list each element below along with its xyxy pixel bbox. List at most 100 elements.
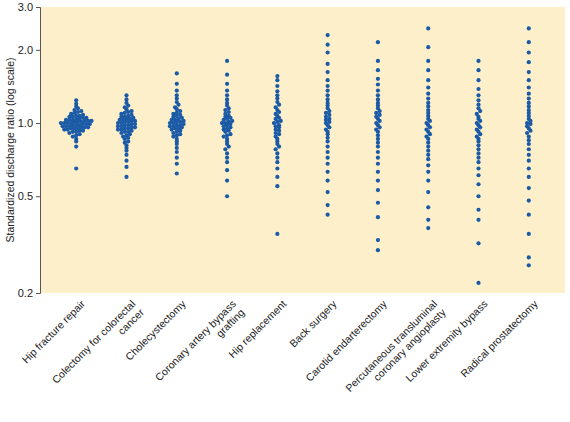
dot — [527, 186, 531, 190]
dot — [376, 188, 380, 192]
dot — [376, 170, 380, 174]
dot — [225, 168, 229, 172]
dot — [426, 97, 430, 101]
dot — [326, 170, 330, 174]
dot — [527, 255, 531, 259]
dot — [426, 163, 430, 167]
dot — [527, 153, 531, 157]
dot — [476, 166, 480, 170]
dot — [426, 92, 430, 96]
dot — [527, 263, 531, 267]
dot — [225, 59, 229, 63]
x-tick-label: Hip replacement — [226, 297, 289, 360]
dot — [124, 165, 128, 169]
dot — [326, 162, 330, 166]
dot — [275, 74, 279, 78]
dot — [326, 93, 330, 97]
dot — [376, 156, 380, 160]
dot — [527, 85, 531, 89]
dot — [225, 73, 229, 77]
y-tick-mark — [36, 293, 40, 294]
dot — [376, 133, 380, 137]
y-tick-mark — [36, 123, 40, 124]
dot — [426, 137, 430, 141]
dot — [86, 125, 90, 129]
y-tick-label: 0.2 — [18, 287, 33, 299]
dot — [426, 85, 430, 89]
y-axis-title: Standardized discharge ratio (log scale) — [4, 57, 16, 242]
dot — [426, 178, 430, 182]
dot — [178, 109, 182, 113]
dot — [74, 139, 78, 143]
dot — [428, 119, 432, 123]
dot — [175, 82, 179, 86]
dot — [326, 43, 330, 47]
dot — [326, 88, 330, 92]
dot — [225, 93, 229, 97]
dot — [228, 132, 232, 136]
dot — [376, 162, 380, 166]
dot — [78, 132, 82, 136]
y-tick: 0.2 — [18, 287, 40, 299]
dot — [476, 160, 480, 164]
dot — [175, 162, 179, 166]
y-tick-mark — [36, 196, 40, 197]
dot — [175, 71, 179, 75]
y-tick-mark — [36, 50, 40, 51]
dot — [326, 178, 330, 182]
dot — [476, 103, 480, 107]
dot — [175, 171, 179, 175]
dot — [327, 125, 331, 129]
dot — [227, 106, 231, 110]
dot — [376, 238, 380, 242]
x-tick-label: Lower extremity bypass — [403, 298, 489, 384]
dot — [527, 92, 531, 96]
plot-background — [40, 7, 565, 293]
y-tick: 3.0 — [18, 1, 40, 13]
dot — [124, 175, 128, 179]
chart: 0.20.51.02.03.0Standardized discharge ra… — [0, 0, 570, 422]
dot — [476, 173, 480, 177]
marks — [59, 26, 533, 285]
dot — [326, 150, 330, 154]
dot — [527, 50, 531, 54]
dot — [74, 166, 78, 170]
y-tick-label: 3.0 — [18, 1, 33, 13]
dot — [275, 84, 279, 88]
dot — [376, 178, 380, 182]
dot — [476, 147, 480, 151]
dot — [476, 241, 480, 245]
dot — [275, 166, 279, 170]
dot — [476, 59, 480, 63]
dot — [527, 134, 531, 138]
dot — [277, 103, 281, 107]
dot — [225, 82, 229, 86]
dot — [326, 136, 330, 140]
dot — [326, 139, 330, 143]
dot — [76, 106, 80, 110]
dot — [378, 113, 382, 117]
dot — [376, 82, 380, 86]
dot — [129, 109, 133, 113]
y-tick: 0.5 — [18, 190, 40, 202]
dot — [79, 109, 83, 113]
dot — [376, 150, 380, 154]
dot — [326, 84, 330, 88]
dot — [376, 77, 380, 81]
dot — [326, 190, 330, 194]
dot — [225, 151, 229, 155]
dot — [176, 103, 180, 107]
dot — [327, 109, 331, 113]
dot — [476, 194, 480, 198]
y-tick-label: 0.5 — [18, 190, 33, 202]
x-axis: Hip fracture repairColectomy for colorec… — [19, 297, 540, 402]
dot — [227, 144, 231, 148]
dot — [326, 132, 330, 136]
dot — [376, 88, 380, 92]
dot — [426, 59, 430, 63]
dot — [476, 98, 480, 102]
dot — [277, 110, 281, 114]
y-tick: 2.0 — [18, 44, 40, 56]
dot — [376, 141, 380, 145]
dot — [476, 208, 480, 212]
